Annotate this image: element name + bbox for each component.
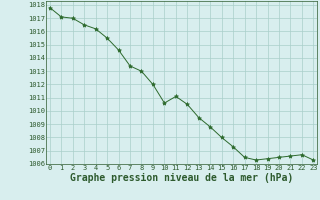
X-axis label: Graphe pression niveau de la mer (hPa): Graphe pression niveau de la mer (hPa) [70,173,293,183]
